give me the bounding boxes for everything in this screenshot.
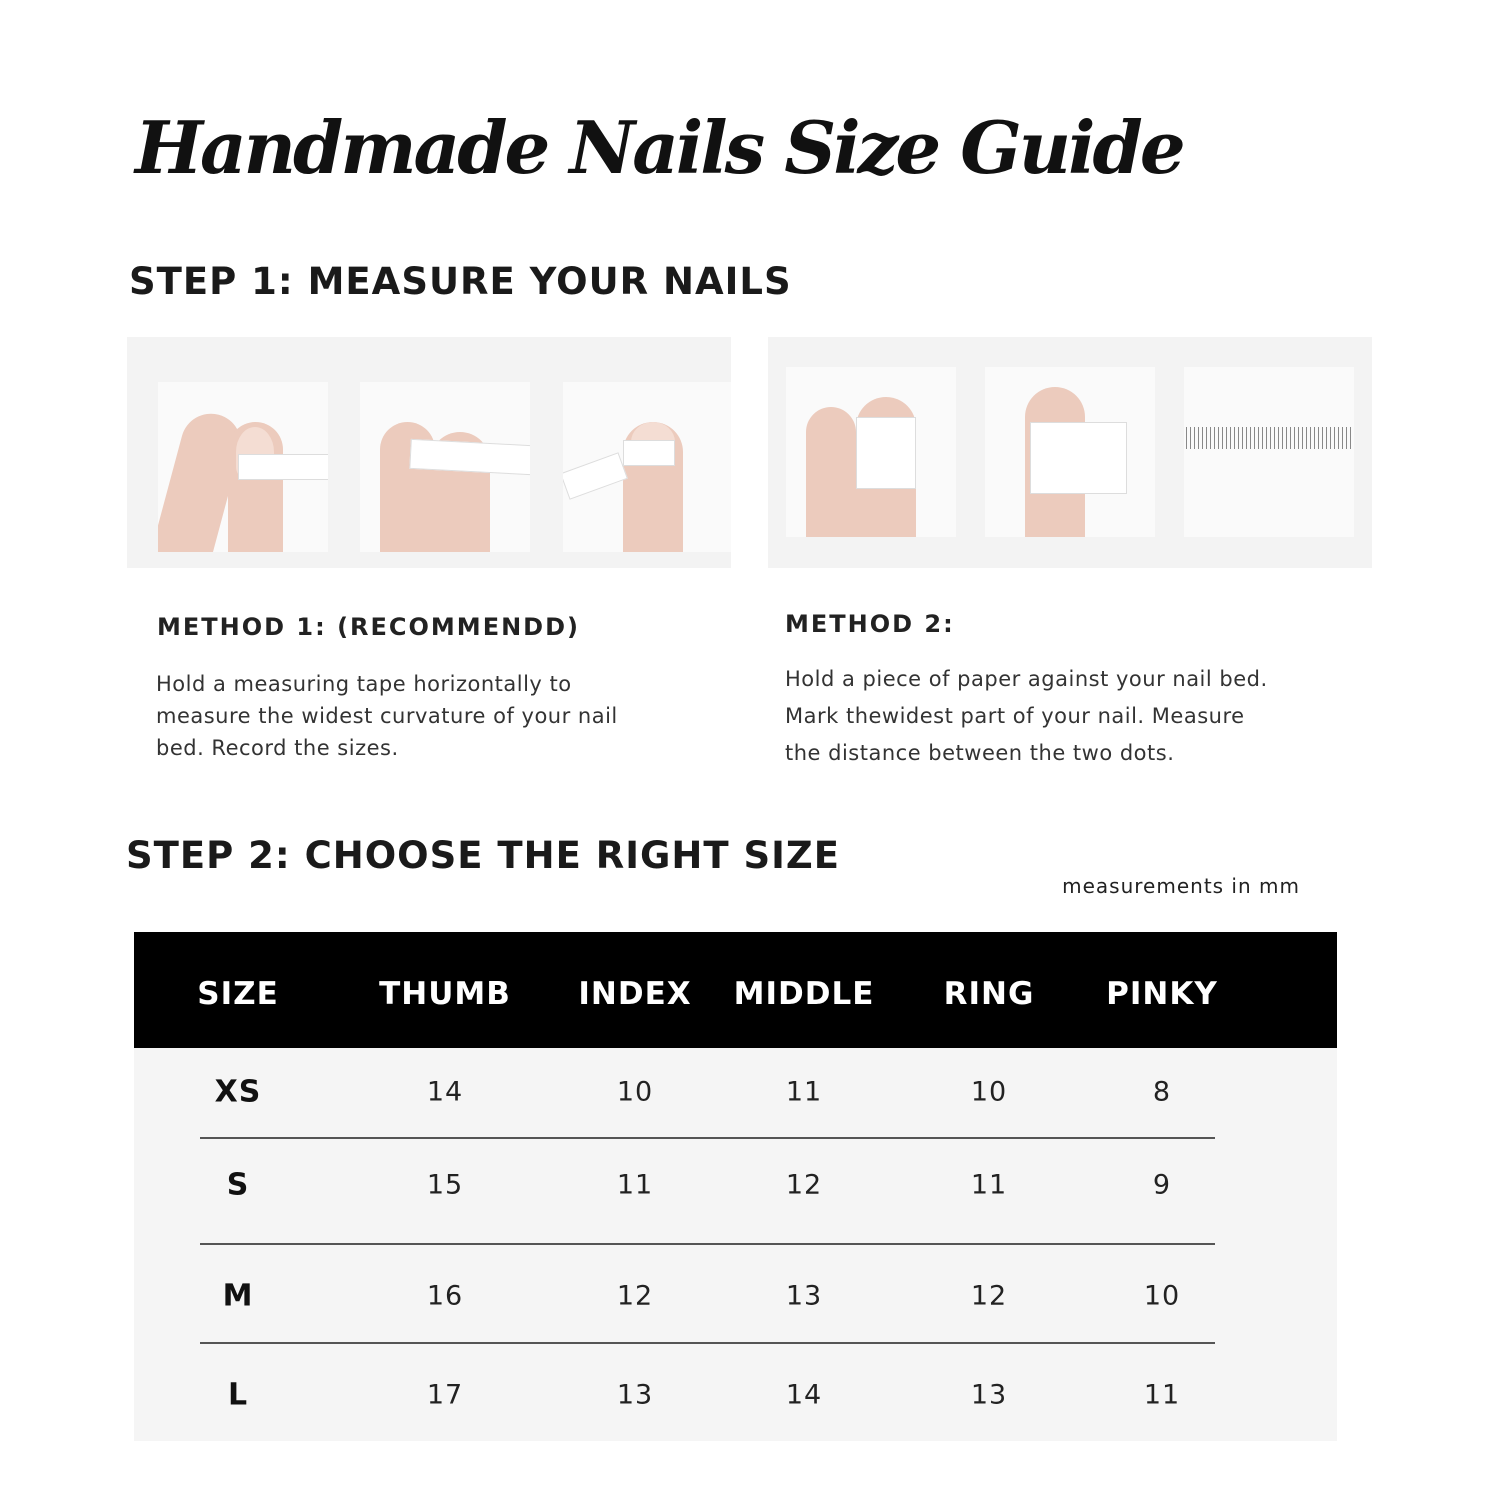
table-cell: 11 bbox=[1143, 1379, 1181, 1411]
text-line: Mark thewidest part of your nail. Measur… bbox=[785, 704, 1245, 728]
column-header: MIDDLE bbox=[733, 976, 875, 1012]
size-label: M bbox=[222, 1278, 254, 1314]
table-cell: 15 bbox=[426, 1169, 464, 1201]
size-label: XS bbox=[214, 1074, 262, 1110]
page-title: Handmade Nails Size Guide bbox=[135, 105, 1186, 190]
table-cell: 11 bbox=[616, 1169, 654, 1201]
method1-heading: METHOD 1: (RECOMMENDD) bbox=[157, 613, 580, 641]
size-label: S bbox=[226, 1167, 250, 1203]
text-line: Hold a piece of paper against your nail … bbox=[785, 667, 1268, 691]
table-cell: 10 bbox=[970, 1076, 1008, 1108]
table-cell: 8 bbox=[1152, 1076, 1172, 1108]
ruler-icon bbox=[1186, 427, 1352, 449]
table-cell: 10 bbox=[1143, 1280, 1181, 1312]
column-header: SIZE bbox=[197, 976, 279, 1012]
table-cell: 10 bbox=[616, 1076, 654, 1108]
method2-photo-panel bbox=[768, 337, 1372, 568]
table-cell: 13 bbox=[785, 1280, 823, 1312]
text-line: the distance between the two dots. bbox=[785, 741, 1175, 765]
photo-paper-marked bbox=[985, 367, 1155, 537]
table-header bbox=[134, 932, 1337, 1048]
step2-heading: STEP 2: CHOOSE THE RIGHT SIZE bbox=[126, 834, 841, 877]
text-line: measure the widest curvature of your nai… bbox=[156, 704, 618, 728]
column-header: PINKY bbox=[1106, 976, 1218, 1012]
size-label: L bbox=[227, 1377, 249, 1413]
table-cell: 11 bbox=[785, 1076, 823, 1108]
photo-ruler bbox=[1184, 367, 1354, 537]
column-header: THUMB bbox=[379, 976, 511, 1012]
method1-photo-panel bbox=[127, 337, 731, 568]
photo-paper-finger bbox=[786, 367, 956, 537]
table-cell: 14 bbox=[426, 1076, 464, 1108]
table-cell: 9 bbox=[1152, 1169, 1172, 1201]
photo-tape-nail bbox=[563, 382, 731, 552]
column-header: RING bbox=[943, 976, 1035, 1012]
method2-heading: METHOD 2: bbox=[785, 610, 955, 638]
table-cell: 17 bbox=[426, 1379, 464, 1411]
table-cell: 11 bbox=[970, 1169, 1008, 1201]
photo-tape-thumb bbox=[158, 382, 328, 552]
text-line: Hold a measuring tape horizontally to bbox=[156, 672, 572, 696]
method1-description: Hold a measuring tape horizontally to me… bbox=[156, 668, 696, 764]
photo-tape-index bbox=[360, 382, 530, 552]
row-divider bbox=[200, 1137, 1215, 1139]
table-cell: 13 bbox=[970, 1379, 1008, 1411]
table-cell: 12 bbox=[616, 1280, 654, 1312]
row-divider bbox=[200, 1342, 1215, 1344]
table-cell: 12 bbox=[785, 1169, 823, 1201]
table-cell: 14 bbox=[785, 1379, 823, 1411]
column-header: INDEX bbox=[578, 976, 692, 1012]
method2-description: Hold a piece of paper against your nail … bbox=[785, 661, 1345, 772]
row-divider bbox=[200, 1243, 1215, 1245]
table-cell: 13 bbox=[616, 1379, 654, 1411]
step1-heading: STEP 1: MEASURE YOUR NAILS bbox=[129, 260, 792, 303]
table-cell: 12 bbox=[970, 1280, 1008, 1312]
text-line: bed. Record the sizes. bbox=[156, 736, 399, 760]
table-cell: 16 bbox=[426, 1280, 464, 1312]
unit-note: measurements in mm bbox=[1062, 874, 1300, 898]
